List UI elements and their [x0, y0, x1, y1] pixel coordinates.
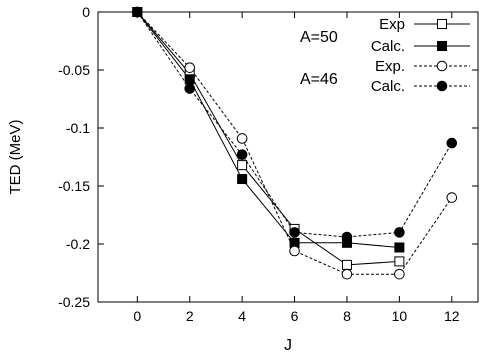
x-axis-label: J: [284, 337, 292, 354]
legend-group-label: A=46: [300, 71, 338, 88]
x-tick-label: 8: [343, 308, 351, 324]
legend-label: Calc.: [371, 38, 405, 55]
data-point-0: [394, 256, 405, 267]
x-tick-label: 12: [444, 308, 460, 324]
series-markers: [132, 6, 458, 280]
y-tick-label: -0.2: [66, 236, 90, 252]
data-point-3: [184, 83, 196, 94]
data-point-3: [446, 137, 458, 149]
y-tick-label: -0.05: [58, 62, 90, 78]
legend-group-label: A=50: [300, 29, 338, 46]
data-point-2: [236, 133, 248, 144]
x-tick-label: 2: [186, 308, 194, 324]
x-tick-label: 6: [291, 308, 299, 324]
data-point-3: [289, 227, 300, 238]
y-tick-label: -0.15: [58, 178, 90, 194]
data-point-2: [446, 192, 458, 203]
data-point-3: [341, 231, 353, 243]
x-tick-label: 0: [133, 308, 141, 324]
legend-marker: [436, 80, 448, 92]
y-tick-label: -0.1: [66, 120, 90, 136]
legend-label: Exp.: [375, 58, 405, 75]
data-point-2: [341, 268, 353, 280]
data-point-3: [132, 6, 143, 18]
x-tick-label: 4: [238, 308, 246, 324]
data-point-3: [394, 227, 405, 238]
data-point-0: [341, 259, 352, 270]
plot-frame: [97, 11, 479, 303]
y-tick-label: 0: [82, 4, 90, 20]
axis-ticks: 0 2 4 6 8 10 12 0 -0.05 -0.1 -0.15 -0.2 -0.25: [58, 4, 478, 324]
series-line-1: [136, 11, 400, 248]
legend-label: Exp: [379, 16, 405, 33]
data-point-3: [236, 149, 248, 160]
legend: Exp Calc. Exp. Calc. A=50 A=46: [300, 16, 470, 95]
data-point-1: [237, 174, 248, 185]
legend-marker: [436, 60, 448, 72]
data-point-2: [394, 268, 405, 280]
data-point-0: [237, 160, 248, 171]
data-point-2: [289, 245, 300, 257]
legend-marker: [437, 19, 447, 29]
data-point-1: [184, 74, 195, 85]
data-point-2: [184, 62, 196, 73]
y-axis-label: TED (MeV): [7, 119, 24, 194]
legend-label: Calc.: [371, 78, 405, 95]
legend-marker: [437, 41, 447, 51]
x-tick-label: 10: [392, 308, 408, 324]
y-tick-label: -0.25: [58, 294, 90, 310]
series-line-0: [136, 11, 400, 266]
data-point-1: [394, 242, 405, 253]
